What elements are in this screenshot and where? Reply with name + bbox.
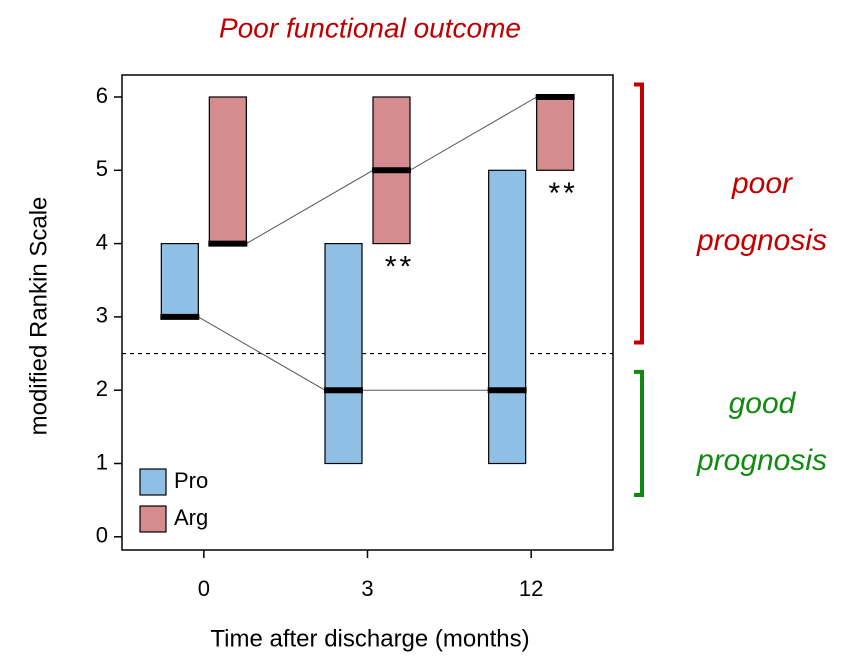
y-tick-label: 3	[96, 303, 108, 328]
y-tick-label: 4	[96, 229, 108, 254]
y-tick-label: 5	[96, 156, 108, 181]
range-box	[208, 96, 247, 245]
x-tick-label: 12	[519, 576, 543, 601]
range-box	[488, 169, 527, 465]
range-box	[324, 242, 363, 465]
legend-swatch	[139, 468, 167, 496]
annotation: **	[548, 177, 577, 210]
region-label: prognosis	[696, 444, 827, 477]
y-tick-label: 1	[96, 449, 108, 474]
region-label: good	[729, 387, 797, 420]
y-tick-label: 6	[96, 83, 108, 108]
region-label: poor	[731, 167, 793, 200]
region-label: prognosis	[696, 224, 827, 257]
legend-swatch	[139, 505, 167, 533]
region-bracket	[634, 369, 644, 498]
y-tick-label: 2	[96, 376, 108, 401]
x-tick-label: 0	[198, 576, 210, 601]
region-bracket	[634, 82, 644, 345]
y-tick-label: 0	[96, 523, 108, 548]
legend-label: Arg	[174, 505, 208, 530]
legend-label: Pro	[174, 468, 208, 493]
y-axis-label: modified Rankin Scale	[25, 197, 52, 436]
chart-title: Poor functional outcome	[219, 12, 521, 43]
range-box	[160, 242, 199, 318]
x-tick-label: 3	[361, 576, 373, 601]
annotation: **	[385, 251, 414, 284]
x-axis-label: Time after discharge (months)	[210, 625, 529, 652]
range-box	[536, 96, 575, 171]
